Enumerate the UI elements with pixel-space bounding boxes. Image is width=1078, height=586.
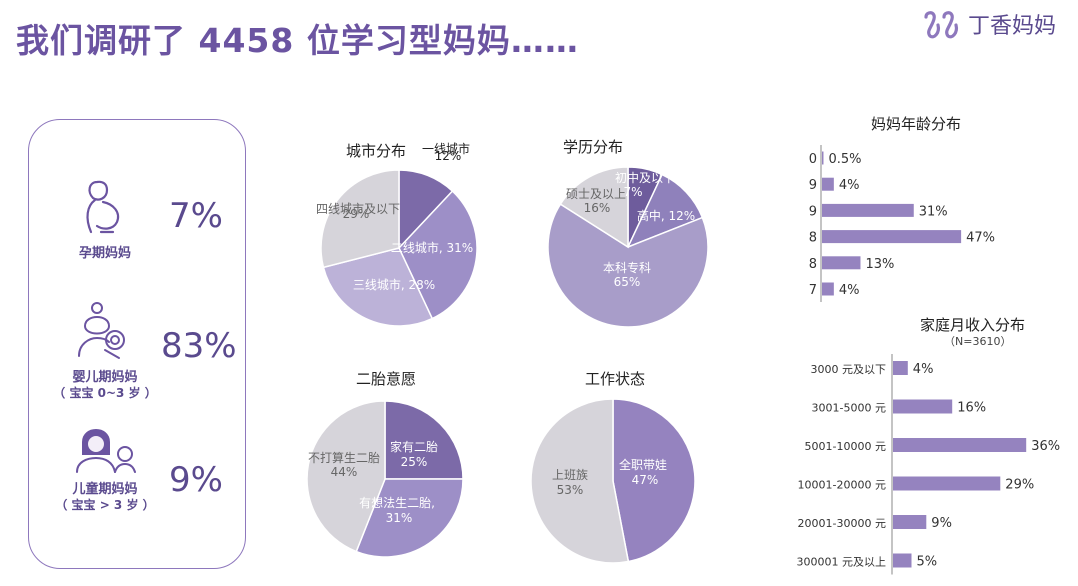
pie-slice (612, 398, 696, 563)
bar-category-label: 9 (809, 204, 817, 219)
pie-slice-label: 53% (557, 483, 584, 497)
bar-category-label: 9 (809, 178, 817, 193)
bar-category-label: 20001-30000 元 (798, 517, 886, 530)
bar-value-label: 16% (957, 401, 986, 416)
pie-slice-name: 硕士及以上 (566, 187, 626, 201)
mom-stage-card: 孕期妈妈 7% 婴儿期妈妈 （ 宝宝 0~3 岁 ） 83% 儿童期妈妈 （ 宝… (28, 119, 246, 569)
pie-slice-name: 初中及以下 (615, 170, 675, 185)
pie-slice (398, 190, 478, 320)
bar-value-label: 5% (917, 555, 938, 570)
infant-mom-icon (78, 302, 125, 359)
bar-value-label: 31% (919, 204, 948, 219)
pie-slice-label: 三线城市, 28% (353, 277, 435, 292)
bar-value-label: 36% (1031, 439, 1060, 454)
pie-title-city: 城市分布 (346, 142, 407, 160)
pie-slice-label: 44% (331, 465, 358, 479)
bar-value-label: 9% (931, 516, 952, 531)
bar-category-label: 7 (809, 283, 817, 298)
pie-slice-label: 65% (614, 275, 641, 289)
pie-slice-label: 25% (401, 455, 428, 469)
bar (893, 361, 908, 375)
bar (893, 515, 927, 529)
brand-mark-icon (924, 11, 958, 39)
bar (822, 256, 861, 270)
pie-slice (322, 247, 434, 327)
pie-slice-name: 全职带娃 (619, 457, 667, 472)
bar-subtitle-income: （N=3610） (944, 335, 1012, 348)
bar (822, 203, 914, 217)
bar-category-label: 8 (809, 257, 817, 272)
pie-slice (384, 400, 464, 480)
bar (822, 177, 834, 191)
mom-pct-pregnant: 7% (169, 196, 223, 236)
pie-title-education: 学历分布 (563, 138, 624, 156)
pie-slice-name: 家有二胎 (390, 439, 438, 454)
pie-slice (530, 398, 630, 564)
pie-slice-name: 本科专科 (603, 260, 651, 275)
child-mom-icon (76, 429, 136, 473)
pie-slice-name: 不打算生二胎 (308, 450, 380, 465)
pie-slice-label: 29% (343, 207, 370, 221)
bar (822, 151, 824, 165)
pie-title-second-child: 二胎意愿 (356, 370, 417, 388)
bar-title-income: 家庭月收入分布 (920, 316, 1026, 334)
bar-value-label: 13% (865, 257, 894, 272)
mom-label-pregnant: 孕期妈妈 (78, 246, 131, 261)
pregnant-mom-icon (86, 180, 120, 234)
bar-category-label: 5001-10000 元 (805, 440, 886, 453)
bar-category-label: 8 (809, 231, 817, 246)
pie-slice-label: 7% (623, 185, 642, 199)
mom-pct-infant: 83% (161, 326, 237, 366)
pie-slice-label: 二线城市, 31% (391, 240, 473, 255)
pie-slice-name: 有想法生二胎, (359, 495, 435, 510)
bar (822, 230, 962, 244)
bar (893, 553, 912, 568)
bar-title-age: 妈妈年龄分布 (871, 115, 962, 133)
brand-logo: 丁香妈妈 (922, 6, 1056, 42)
pie-slice (547, 203, 709, 328)
pie-slice-name: 一线城市 (422, 141, 470, 156)
pie-slice (306, 400, 386, 553)
bar-value-label: 4% (839, 178, 860, 193)
brand-name: 丁香妈妈 (967, 14, 1056, 39)
bar-value-label: 0.5% (828, 152, 861, 167)
mom-pct-child: 9% (169, 460, 223, 500)
bar (893, 438, 1027, 452)
pie-title-work: 工作状态 (585, 370, 646, 388)
bar (822, 282, 834, 296)
pie-slice (355, 478, 464, 558)
pie-slice-label: 47% (632, 473, 659, 487)
bar-value-label: 4% (839, 283, 860, 298)
bar (893, 476, 1001, 491)
bar-category-label: 3000 元及以下 (811, 363, 887, 376)
pie-slice-label: 高中, 12% (637, 208, 695, 223)
pie-slice-name: 四线城市及以下 (316, 201, 400, 216)
pie-slice-label: 12% (435, 149, 462, 163)
pie-slice (559, 166, 629, 249)
bar-value-label: 4% (913, 362, 934, 377)
pie-slice-label: 31% (386, 511, 413, 525)
bar-value-label: 47% (966, 231, 995, 246)
bar-value-label: 29% (1005, 478, 1034, 493)
pie-slice (320, 169, 400, 269)
mom-sub-infant: （ 宝宝 0~3 岁 ） (53, 386, 157, 400)
mom-label-infant: 婴儿期妈妈 (72, 370, 138, 385)
bar-category-label: 10001-20000 元 (798, 479, 886, 492)
bar-category-label: 3001-5000 元 (812, 402, 886, 415)
page-title: 我们调研了 4458 位学习型妈妈…… (16, 21, 579, 60)
bar (893, 399, 953, 414)
pie-slice (626, 173, 704, 249)
pie-slice-name: 上班族 (552, 468, 588, 482)
mom-label-child: 儿童期妈妈 (72, 482, 138, 497)
mom-sub-child: （ 宝宝 > 3 岁 ） (55, 498, 155, 512)
bar-category-label: 300001 元及以上 (797, 556, 887, 569)
pie-slice-label: 16% (584, 201, 611, 215)
bar-category-label: 0 (809, 152, 817, 167)
